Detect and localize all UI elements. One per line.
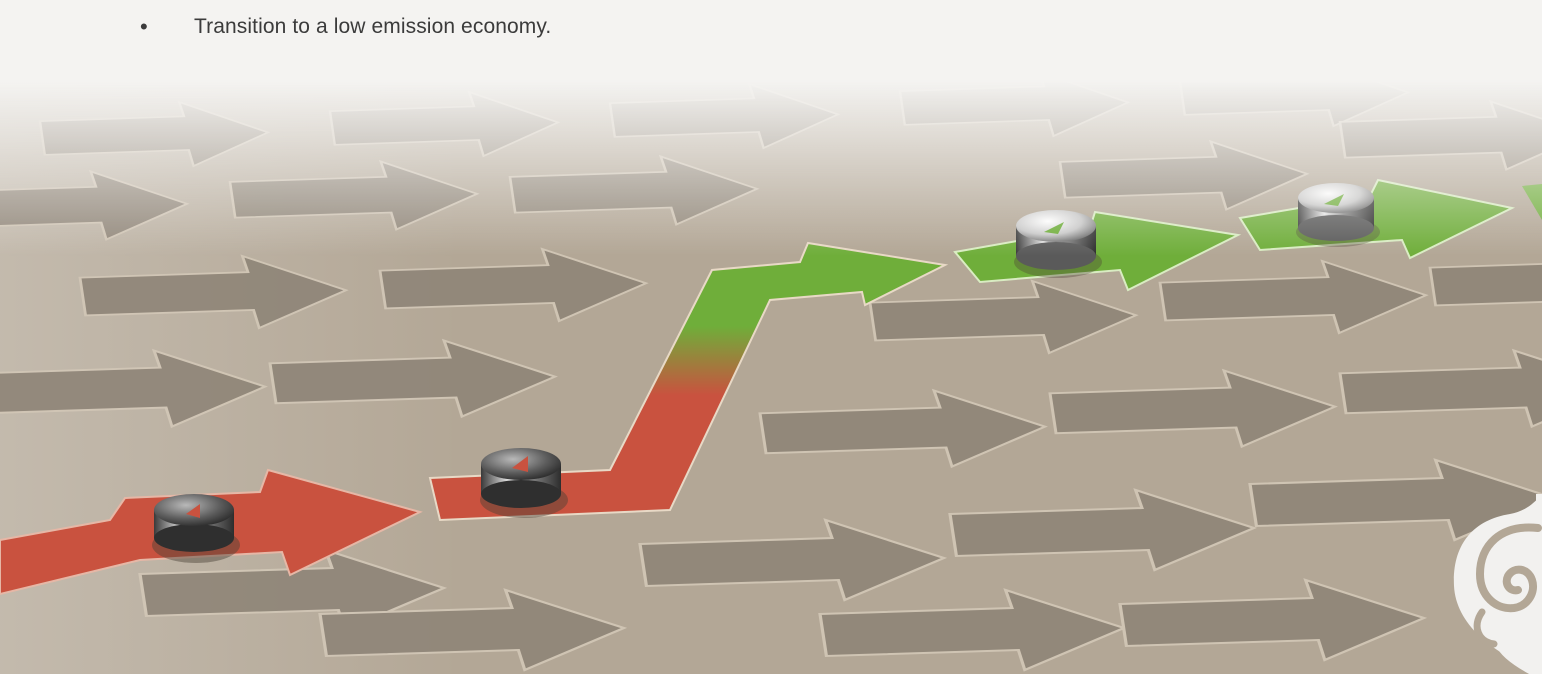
bullet-text: Transition to a low emission economy.: [194, 15, 552, 38]
bullet-item: • Transition to a low emission economy.: [140, 14, 551, 40]
koru-swirl-icon: [1453, 494, 1542, 674]
bullet-dot-icon: •: [140, 14, 148, 39]
